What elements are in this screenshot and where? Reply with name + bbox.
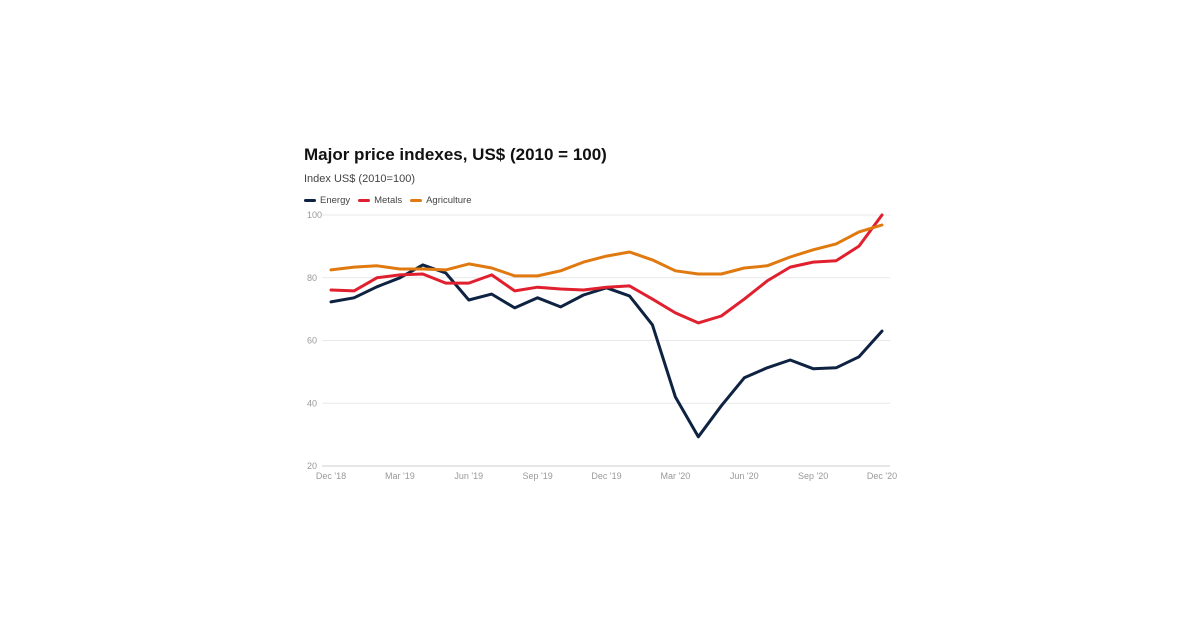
legend-swatch [304,199,316,202]
legend-label: Metals [374,195,403,206]
y-tick-label: 40 [307,398,317,408]
x-tick-label: Sep '20 [798,471,828,481]
series-line-metals [329,213,884,325]
y-tick-label: 20 [307,461,317,471]
y-tick-label: 60 [307,336,317,346]
legend-item-metals[interactable]: Metals [358,195,402,206]
x-tick-label: Dec '19 [591,471,621,481]
series-line-energy [329,263,884,439]
chart-subtitle: Index US$ (2010=100) [304,173,415,185]
x-tick-label: Mar '20 [661,471,691,481]
x-tick-label: Sep '19 [523,471,553,481]
x-tick-label: Mar '19 [385,471,415,481]
y-tick-label: 100 [307,210,322,220]
chart-title: Major price indexes, US$ (2010 = 100) [304,145,607,164]
legend-label: Agriculture [426,195,472,206]
x-tick-label: Dec '20 [867,471,897,481]
legend: Energy Metals Agriculture [304,195,472,206]
legend-item-agriculture[interactable]: Agriculture [410,195,472,206]
legend-item-energy[interactable]: Energy [304,195,350,206]
x-tick-label: Jun '19 [454,471,483,481]
series-line-agriculture [329,223,884,278]
y-tick-label: 80 [307,273,317,283]
x-tick-label: Dec '18 [316,471,346,481]
legend-label: Energy [320,195,351,206]
legend-swatch [358,199,371,202]
x-tick-label: Jun '20 [730,471,759,481]
legend-swatch [410,199,423,202]
